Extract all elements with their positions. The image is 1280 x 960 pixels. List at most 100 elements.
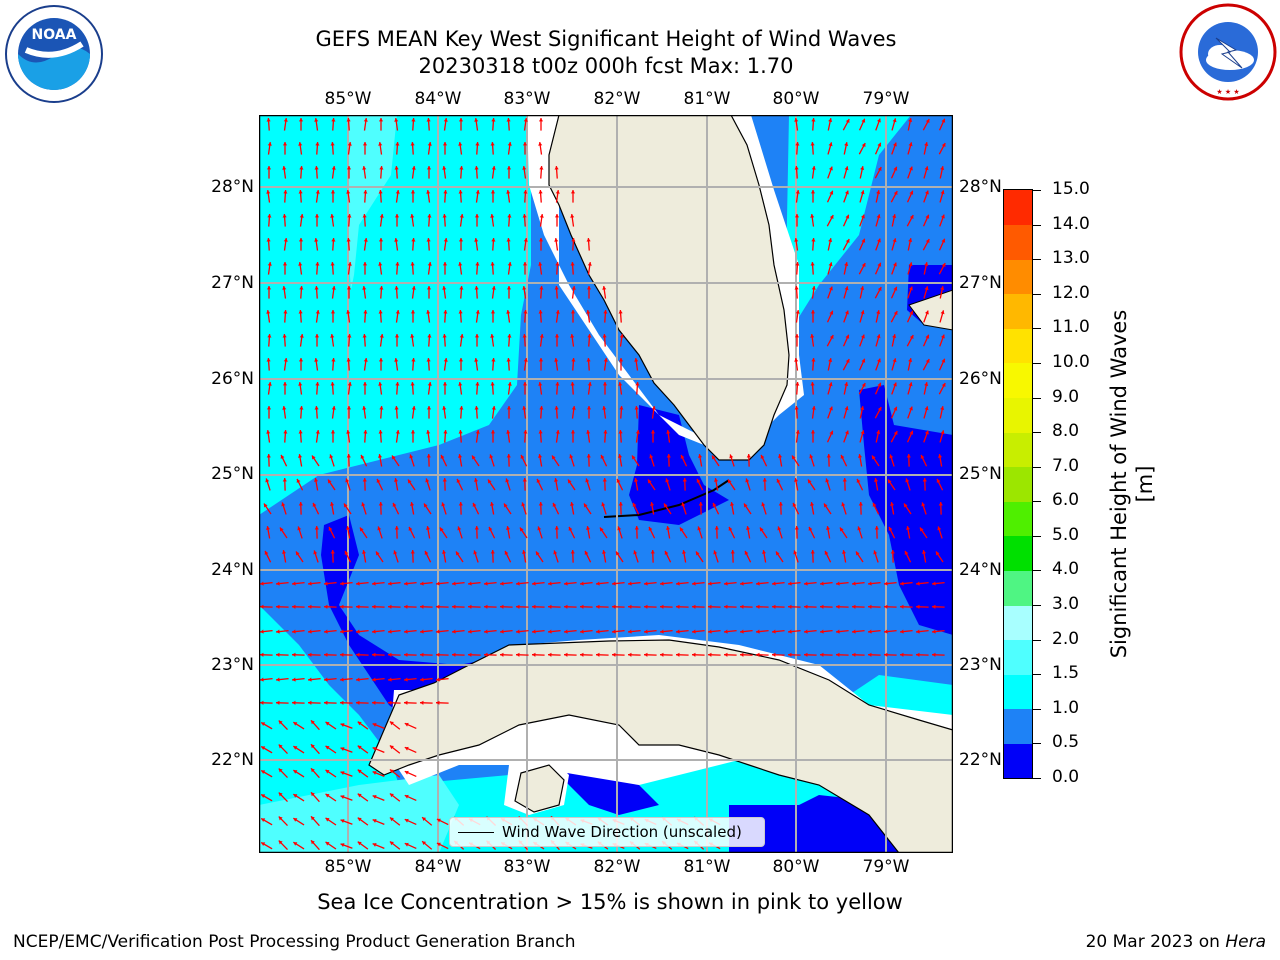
land-cuba — [368, 639, 953, 853]
wave-direction-arrowhead — [261, 722, 266, 726]
wave-direction-arrowhead — [804, 629, 808, 634]
wave-direction-arrowhead — [744, 550, 749, 555]
colorbar-segment — [1004, 708, 1032, 744]
wave-direction-arrowhead — [345, 478, 350, 483]
wave-direction-arrowhead — [570, 430, 576, 434]
wave-direction-arrowhead — [490, 334, 495, 338]
wave-direction-arrowhead — [584, 550, 589, 555]
wave-direction-arrowhead — [411, 118, 416, 122]
colorbar-tick-mark — [1033, 743, 1041, 745]
lon-tick-top-84: 84°W — [414, 89, 462, 109]
lon-tick-bottom-83: 83°W — [503, 857, 551, 877]
wave-direction-arrowhead — [426, 454, 431, 458]
wave-direction-arrowhead — [535, 551, 540, 556]
wave-direction-arrowhead — [568, 526, 573, 531]
wave-direction-arrowhead — [845, 239, 850, 244]
lat-tick-right-28: 28°N — [959, 177, 1002, 197]
wave-direction-arrowhead — [828, 166, 833, 171]
wave-direction-arrowhead — [356, 652, 360, 657]
wave-direction-arrowhead — [298, 502, 303, 506]
wave-direction-arrowhead — [324, 581, 328, 586]
wave-direction-arrowhead — [378, 190, 383, 194]
wave-direction-arrowhead — [329, 454, 334, 459]
wave-direction-arrowhead — [651, 406, 656, 410]
wave-direction-arrowhead — [564, 581, 568, 586]
colorbar-tick-mark — [1033, 639, 1041, 641]
wave-direction-arrowhead — [538, 238, 544, 242]
wave-direction-arrowhead — [278, 840, 283, 845]
wave-direction-arrowhead — [938, 454, 943, 458]
wave-direction-arrowhead — [644, 581, 648, 586]
wave-direction-arrowhead — [378, 358, 384, 362]
wave-direction-arrowhead — [554, 286, 559, 290]
wave-direction-arrowhead — [612, 581, 616, 586]
wave-direction-arrowhead — [908, 166, 913, 171]
wave-direction-arrowhead — [490, 214, 495, 218]
wave-direction-arrowhead — [828, 118, 833, 122]
wave-direction-arrowhead — [410, 262, 415, 266]
wave-direction-arrowhead — [266, 118, 271, 122]
wave-direction-arrowhead — [347, 262, 352, 266]
wave-direction-arrowhead — [602, 334, 607, 338]
wave-direction-arrowhead — [346, 406, 352, 410]
wave-direction-arrowhead — [857, 526, 862, 531]
wave-direction-arrowhead — [312, 502, 317, 507]
wave-direction-arrowhead — [860, 310, 865, 315]
wave-direction-arrowhead — [844, 382, 849, 386]
wave-direction-arrowhead — [310, 840, 315, 845]
wave-direction-arrowhead — [603, 358, 608, 362]
wave-direction-arrowhead — [404, 842, 409, 847]
wave-direction-arrowhead — [436, 629, 440, 634]
wave-direction-arrowhead — [871, 455, 876, 460]
wave-direction-arrowhead — [507, 262, 512, 266]
wave-direction-arrowhead — [356, 677, 360, 682]
wave-direction-arrowhead — [941, 143, 946, 148]
wave-direction-arrowhead — [555, 430, 560, 434]
wave-direction-arrowhead — [829, 215, 834, 220]
wave-direction-arrowhead — [442, 262, 448, 266]
wave-direction-arrowhead — [892, 334, 897, 338]
legend-label: Wind Wave Direction (unscaled) — [502, 823, 742, 841]
wave-direction-arrowhead — [778, 502, 783, 506]
wave-direction-arrowhead — [474, 166, 479, 170]
wave-direction-arrowhead — [436, 581, 440, 586]
wave-direction-arrowhead — [634, 358, 639, 362]
wave-direction-arrowhead — [346, 454, 351, 458]
wave-direction-arrowhead — [889, 454, 894, 459]
wave-direction-arrowhead — [404, 652, 408, 657]
wave-direction-arrowhead — [489, 454, 494, 459]
wave-direction-arrowhead — [644, 604, 648, 609]
wave-direction-arrowhead — [363, 430, 368, 434]
wave-direction-arrowhead — [876, 430, 881, 434]
wave-direction-arrowhead — [506, 190, 511, 194]
wave-direction-arrowhead — [474, 358, 479, 362]
wave-direction-arrowhead — [740, 629, 744, 634]
wave-direction-arrowhead — [893, 311, 898, 316]
wave-direction-arrowhead — [427, 142, 432, 146]
wave-direction-arrowhead — [363, 310, 368, 314]
wave-direction-arrowhead — [395, 430, 400, 434]
wave-direction-arrowhead — [855, 551, 860, 556]
wave-direction-arrowhead — [809, 454, 814, 459]
wave-direction-arrowhead — [292, 629, 296, 634]
lat-tick-right-22: 22°N — [959, 750, 1002, 770]
wave-direction-arrowhead — [359, 527, 364, 532]
wave-direction-arrowhead — [795, 262, 800, 266]
wave-direction-arrowhead — [475, 142, 480, 146]
wave-direction-arrowhead — [308, 581, 312, 586]
wave-direction-arrowhead — [458, 310, 463, 314]
wave-direction-arrowhead — [474, 526, 479, 530]
wave-direction-arrowhead — [372, 700, 376, 705]
wave-direction-arrowhead — [633, 550, 638, 555]
wave-direction-arrowhead — [776, 478, 781, 483]
wave-direction-arrowhead — [357, 745, 362, 750]
map-legend: Wind Wave Direction (unscaled) — [449, 817, 765, 847]
wave-direction-arrowhead — [539, 166, 544, 170]
wave-direction-arrowhead — [775, 551, 780, 556]
wave-direction-arrowhead — [474, 238, 479, 242]
wave-direction-arrowhead — [602, 406, 607, 410]
wave-direction-arrowhead — [388, 677, 392, 682]
wave-direction-arrowhead — [328, 526, 333, 531]
colorbar-segment — [1004, 432, 1032, 468]
wave-direction-arrowhead — [282, 286, 287, 290]
